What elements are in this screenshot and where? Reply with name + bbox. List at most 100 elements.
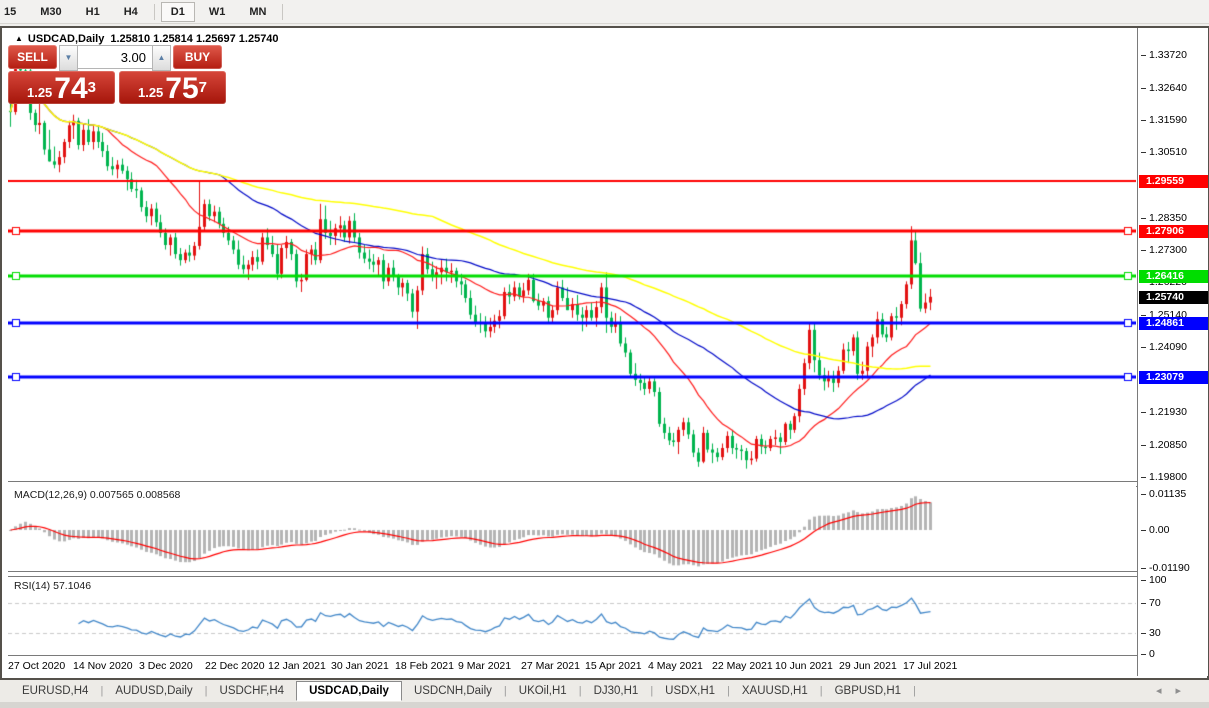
price-line-label: 1.24861 (1139, 317, 1208, 330)
date-tick-label: 3 Dec 2020 (139, 660, 193, 672)
scale-tick-label: -0.01190 (1141, 562, 1190, 574)
timeframe-button-d1[interactable]: D1 (160, 1, 195, 22)
scale-tick-label: 1.21930 (1141, 406, 1187, 418)
sell-button[interactable]: SELL (8, 45, 57, 69)
rsi-indicator-panel[interactable] (8, 577, 1136, 655)
volume-increase-icon[interactable]: ▲ (152, 45, 171, 71)
main-price-chart[interactable] (8, 30, 1136, 481)
macd-label: MACD(12,26,9) 0.007565 0.008568 (14, 489, 180, 501)
scale-tick-label: 1.20850 (1141, 439, 1187, 451)
scale-tick-label: 1.33720 (1141, 49, 1187, 61)
bid-prefix: 1.25 (26, 85, 53, 100)
date-tick-label: 27 Oct 2020 (8, 660, 66, 672)
macd-params: MACD(12,26,9) (14, 489, 87, 501)
tab-ukoil-h1[interactable]: UKOil,H1 (518, 685, 567, 697)
scale-tick-label: 1.28350 (1141, 212, 1187, 224)
scale-tick-label: 1.32640 (1141, 82, 1187, 94)
tab-scroll-arrows[interactable]: ◂▸ (1155, 685, 1195, 697)
tab-divider: | (727, 685, 730, 697)
timeframe-button-h1[interactable]: H1 (85, 5, 100, 18)
tab-divider: | (503, 685, 507, 697)
tab-divider: | (650, 685, 654, 697)
ask-big-digits: 75 (165, 72, 199, 105)
bid-pip-digit: 3 (87, 79, 97, 96)
tab-divider: | (204, 685, 208, 697)
date-tick-label: 4 May 2021 (648, 660, 703, 672)
date-tick-label: 22 Dec 2020 (205, 660, 265, 672)
scale-tick-label: 1.19800 (1141, 471, 1187, 483)
volume-stepper: ▼ ▲ (59, 45, 171, 71)
price-scale[interactable]: 1.337201.326401.315901.305101.294301.283… (1137, 28, 1208, 676)
tab-audusd-daily[interactable]: AUDUSD,Daily (115, 685, 193, 697)
scale-tick-label: 1.31590 (1141, 114, 1187, 126)
scale-tick-label: 0.01135 (1141, 488, 1186, 500)
ask-prefix: 1.25 (137, 85, 164, 100)
date-tick-label: 15 Apr 2021 (585, 660, 642, 672)
tab-divider: | (913, 685, 916, 697)
collapse-panel-icon[interactable]: ▲ (15, 34, 23, 43)
scale-tick-label: 1.27300 (1141, 244, 1187, 256)
volume-decrease-icon[interactable]: ▼ (59, 45, 78, 71)
chart-tab-bar: EURUSD,H4 | AUDUSD,Daily | USDCHF,H4 USDCAD,D… (0, 679, 1209, 702)
tab-divider: | (578, 685, 582, 697)
ask-pip-digit: 7 (198, 79, 208, 96)
tab-usdcnh-daily[interactable]: USDCNH,Daily (413, 685, 492, 697)
macd-indicator-panel[interactable] (8, 486, 1136, 571)
panel-separator[interactable] (8, 571, 1207, 577)
date-tick-label: 27 Mar 2021 (521, 660, 580, 672)
timeframe-button-w1[interactable]: W1 (208, 5, 226, 18)
scale-tick-label: 100 (1141, 574, 1167, 586)
timeframe-button-15[interactable]: 15 (4, 5, 17, 18)
date-tick-label: 30 Jan 2021 (331, 660, 389, 672)
scale-tick-label: 0 (1141, 648, 1155, 660)
timeframe-button-m30[interactable]: M30 (40, 5, 62, 18)
date-tick-label: 9 Mar 2021 (458, 660, 512, 672)
timeframe-toolbar: 15 M30 H1 H4 D1 W1 MN (0, 0, 1209, 24)
tab-xauusd-h1[interactable]: XAUUSD,H1 (741, 685, 808, 697)
rsi-value: 57.1046 (53, 580, 92, 592)
chart-title: ▲ USDCAD,Daily 1.25810 1.25814 1.25697 1.2… (15, 33, 279, 45)
macd-values: 0.007565 0.008568 (89, 489, 181, 501)
tab-divider: | (100, 685, 104, 697)
toolbar-divider (153, 3, 155, 20)
date-tick-label: 10 Jun 2021 (775, 660, 833, 672)
date-tick-label: 18 Feb 2021 (395, 660, 454, 672)
date-tick-label: 29 Jun 2021 (839, 660, 897, 672)
tab-gbpusd-h1[interactable]: GBPUSD,H1 (834, 685, 902, 697)
date-tick-label: 22 May 2021 (712, 660, 773, 672)
scale-tick-label: 1.30510 (1141, 146, 1187, 158)
date-tick-label: 12 Jan 2021 (268, 660, 326, 672)
chart-ohlc-values: 1.25810 1.25814 1.25697 1.25740 (110, 33, 279, 45)
tab-usdcad-daily[interactable]: USDCAD,Daily (296, 681, 402, 701)
price-line-label: 1.26416 (1139, 270, 1208, 283)
price-line-label: 1.27906 (1139, 225, 1208, 238)
tab-dj30-h1[interactable]: DJ30,H1 (593, 685, 639, 697)
bid-big-digits: 74 (54, 72, 88, 105)
buy-button[interactable]: BUY (173, 45, 222, 69)
date-tick-label: 14 Nov 2020 (73, 660, 133, 672)
price-line-label: 1.29559 (1139, 175, 1208, 188)
ask-price[interactable]: 1.25 75 7 (119, 71, 226, 104)
date-axis[interactable]: 27 Oct 2020 14 Nov 2020 3 Dec 2020 22 Dec 2… (8, 657, 1137, 676)
bottom-strip (0, 702, 1209, 708)
rsi-params: RSI(14) (14, 580, 51, 592)
tab-divider: | (819, 685, 823, 697)
bid-price[interactable]: 1.25 74 3 (8, 71, 115, 104)
one-click-trade-panel: SELL ▼ ▲ BUY 1.25 74 3 1.25 75 7 (8, 45, 226, 104)
scale-tick-label: 1.24090 (1141, 341, 1187, 353)
tab-usdx-h1[interactable]: USDX,H1 (665, 685, 716, 697)
timeframe-button-h4[interactable]: H4 (123, 5, 138, 18)
rsi-label: RSI(14) 57.1046 (14, 580, 91, 592)
tab-eurusd-h4[interactable]: EURUSD,H4 (22, 685, 89, 697)
scale-tick-label: 0.00 (1141, 524, 1169, 536)
price-line-label: 1.23079 (1139, 371, 1208, 384)
scale-tick-label: 30 (1141, 627, 1161, 639)
timeframe-button-mn[interactable]: MN (249, 5, 267, 18)
toolbar-divider (282, 3, 284, 20)
volume-input[interactable] (78, 45, 152, 69)
tab-usdchf-h4[interactable]: USDCHF,H4 (219, 685, 285, 697)
chart-symbol-label: USDCAD,Daily (27, 33, 105, 45)
axis-separator (8, 655, 1207, 657)
scale-tick-label: 70 (1141, 597, 1161, 609)
